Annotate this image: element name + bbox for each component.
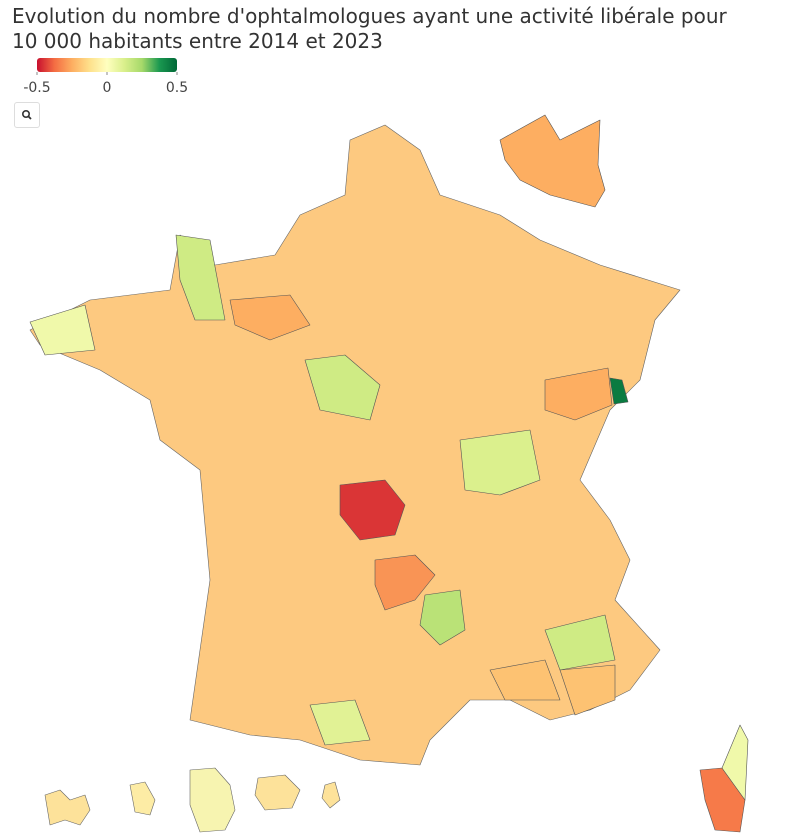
department xyxy=(544,367,613,421)
department xyxy=(229,294,311,341)
department xyxy=(339,479,406,541)
department xyxy=(309,699,371,746)
colorbar-tick-label: 0 xyxy=(103,80,112,96)
department xyxy=(29,304,96,356)
department xyxy=(499,114,606,208)
department xyxy=(419,589,466,646)
island xyxy=(254,774,301,811)
department xyxy=(609,377,629,405)
chart-title: Evolution du nombre d'ophtalmologues aya… xyxy=(12,4,727,53)
colorbar-tick-label: -0.5 xyxy=(23,80,50,96)
zoom-icon xyxy=(22,110,32,120)
island xyxy=(189,767,236,833)
colorbar xyxy=(37,58,177,72)
department xyxy=(721,724,749,801)
island xyxy=(44,789,91,826)
department xyxy=(559,664,616,716)
department xyxy=(489,659,561,701)
department xyxy=(544,614,616,671)
department xyxy=(304,354,381,421)
island xyxy=(321,781,341,809)
department xyxy=(374,554,436,611)
department xyxy=(459,429,541,496)
island xyxy=(129,781,156,816)
zoom-button[interactable] xyxy=(14,102,40,128)
colorbar-tick-label: 0.5 xyxy=(166,80,188,96)
department xyxy=(175,234,226,321)
